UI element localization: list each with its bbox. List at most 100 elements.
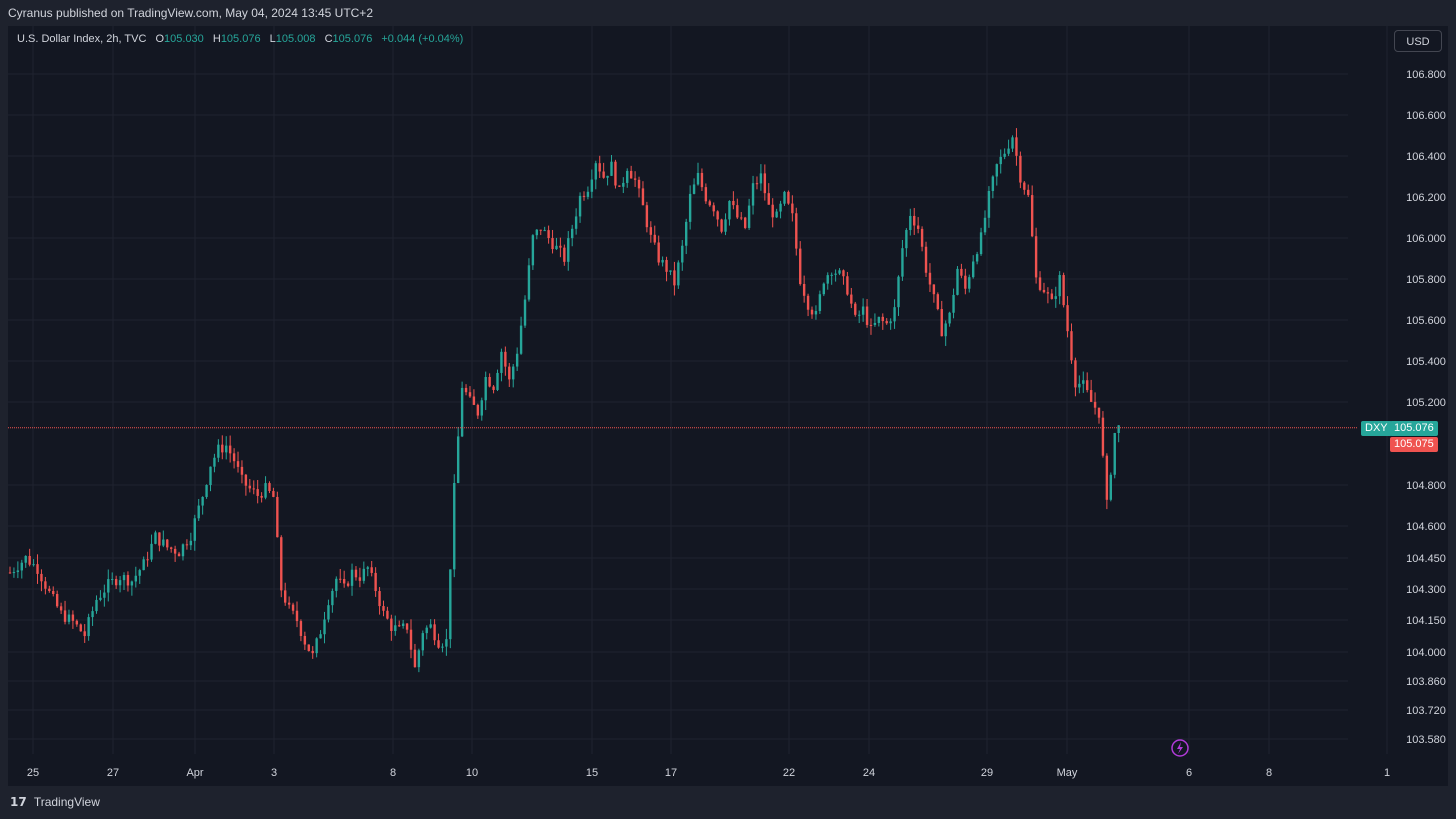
candle-body xyxy=(464,387,468,393)
candle-body xyxy=(1101,417,1105,456)
candle-body xyxy=(763,173,767,194)
candle-body xyxy=(1082,380,1085,384)
candle-body xyxy=(626,170,629,183)
candle-body xyxy=(606,175,609,178)
candle-body xyxy=(685,221,688,246)
candle-body xyxy=(1054,296,1057,299)
candle-body xyxy=(398,625,401,627)
candle-body xyxy=(205,485,208,497)
candle-body xyxy=(1011,137,1014,149)
candle-body xyxy=(260,495,263,498)
candle-body xyxy=(995,164,998,177)
candle-body xyxy=(20,562,23,571)
candle-body xyxy=(905,230,908,249)
low-label: L xyxy=(269,33,276,45)
candle-body xyxy=(390,618,393,631)
candle-body xyxy=(975,254,979,262)
candle-body xyxy=(1078,383,1081,388)
candle-body xyxy=(232,453,236,462)
x-tick-label: 22 xyxy=(783,767,795,779)
candle-body xyxy=(956,268,959,295)
candle-body xyxy=(677,262,680,286)
candle-body xyxy=(936,294,940,310)
ohlc-legend: U.S. Dollar Index, 2h, TVC O105.030 H105… xyxy=(17,33,463,45)
candle-body xyxy=(559,245,562,248)
candle-body xyxy=(964,275,967,289)
candle-body xyxy=(449,569,452,640)
candle-body xyxy=(311,650,314,654)
candle-body xyxy=(256,489,259,496)
candle-body xyxy=(429,624,432,628)
candle-body xyxy=(578,195,582,217)
candle-body xyxy=(952,294,955,313)
candle-body xyxy=(303,635,307,645)
candle-body xyxy=(916,225,920,229)
candle-body xyxy=(111,579,114,581)
candle-body xyxy=(67,614,71,622)
candle-body xyxy=(543,230,546,232)
candle-body xyxy=(339,578,342,580)
candle-body xyxy=(358,577,362,581)
candle-body xyxy=(940,309,943,337)
candle-body xyxy=(854,303,857,315)
alert-icon-group xyxy=(1171,739,1189,757)
candle-body xyxy=(236,461,240,467)
candle-body xyxy=(846,276,849,295)
candle-body xyxy=(134,575,138,582)
candle-body xyxy=(346,583,350,586)
candle-body xyxy=(268,483,271,492)
candle-body xyxy=(920,228,924,247)
y-tick-label: 105.600 xyxy=(1406,315,1446,327)
candle-body xyxy=(673,270,676,286)
candle-body xyxy=(299,621,303,636)
candle-body xyxy=(594,163,597,180)
y-tick-label: 106.000 xyxy=(1406,233,1446,245)
candle-body xyxy=(24,555,27,563)
candle-body xyxy=(158,532,161,546)
candle-body xyxy=(193,518,196,541)
x-tick-label: May xyxy=(1057,767,1078,779)
candle-body xyxy=(492,386,495,390)
candle-body xyxy=(555,245,558,250)
footer-brand[interactable]: TradingView xyxy=(33,795,100,809)
candle-body xyxy=(32,564,35,566)
close-value: 105.076 xyxy=(332,33,373,45)
candle-body xyxy=(909,215,912,231)
prev-close-tag: 105.075 xyxy=(1390,437,1438,452)
candle-body xyxy=(221,444,224,453)
open-label: O xyxy=(155,33,165,45)
candle-body xyxy=(445,639,448,647)
candle-body xyxy=(932,284,936,295)
candle-body xyxy=(979,232,983,255)
candle-body xyxy=(755,183,759,185)
y-tick-label: 103.580 xyxy=(1406,734,1446,746)
y-tick-label: 104.800 xyxy=(1406,480,1446,492)
candle-body xyxy=(1086,380,1089,391)
candle-body xyxy=(657,242,660,263)
candle-body xyxy=(515,353,519,367)
candle-body xyxy=(28,555,31,565)
candle-body xyxy=(87,617,90,637)
candle-body xyxy=(818,294,822,311)
candle-body xyxy=(873,322,877,325)
candle-body xyxy=(36,564,39,574)
candle-body xyxy=(272,491,275,497)
candle-body xyxy=(999,156,1002,165)
candle-body xyxy=(688,193,692,222)
candle-body xyxy=(1050,293,1054,299)
candle-body xyxy=(99,597,102,600)
candle-body xyxy=(590,179,594,192)
candle-body xyxy=(743,217,747,228)
candle-body xyxy=(441,646,444,648)
candle-body xyxy=(138,570,141,576)
x-tick-label: 15 xyxy=(586,767,598,779)
y-tick-label: 106.800 xyxy=(1406,69,1446,81)
candle-body xyxy=(928,272,932,285)
candle-body xyxy=(547,230,550,239)
candle-body xyxy=(881,316,884,322)
candle-body xyxy=(1015,137,1018,156)
candlestick-chart[interactable]: 106.800 106.600 106.400 106.200 106.000 105.8… xyxy=(8,26,1448,786)
currency-button[interactable]: USD xyxy=(1394,30,1442,52)
candle-body xyxy=(987,190,991,218)
candle-body xyxy=(708,201,711,206)
